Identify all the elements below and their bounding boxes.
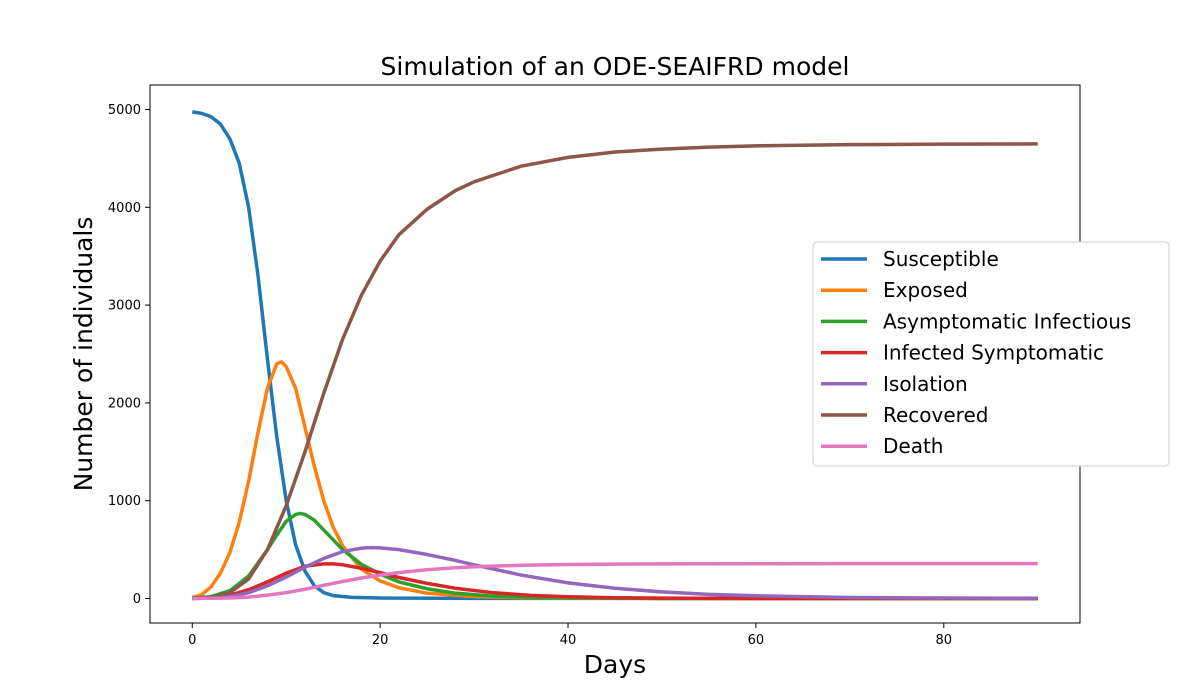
legend-box xyxy=(812,241,1170,467)
legend-label-1: Exposed xyxy=(883,278,968,302)
legend-label-2: Asymptomatic Infectious xyxy=(883,309,1131,333)
x-tick-label-0: 0 xyxy=(188,633,196,648)
y-tick-label-3: 3000 xyxy=(108,299,141,314)
legend-label-5: Recovered xyxy=(883,403,988,427)
legend-items: Susceptible Exposed Asymptomatic Infectiou… xyxy=(821,247,1131,458)
legend: Susceptible Exposed Asymptomatic Infectiou… xyxy=(812,241,1170,467)
legend-label-3: Infected Symptomatic xyxy=(883,341,1104,365)
series-line-4 xyxy=(192,545,1038,601)
x-axis-label: Days xyxy=(584,650,646,679)
chart-title: Simulation of an ODE-SEAIFRD model xyxy=(381,52,850,81)
y-tick-label-0: 0 xyxy=(133,592,141,607)
y-tick-label-1: 1000 xyxy=(108,494,141,509)
legend-label-6: Death xyxy=(883,434,943,458)
series-line-3 xyxy=(192,562,1038,601)
x-tick-label-4: 80 xyxy=(936,633,953,648)
y-tick-label-4: 4000 xyxy=(108,201,141,216)
x-axis-ticks: 0 20 40 60 80 xyxy=(188,623,952,648)
series-layer xyxy=(191,110,1038,601)
y-tick-label-2: 2000 xyxy=(108,396,141,411)
series-line-5 xyxy=(192,142,1038,601)
x-tick-label-3: 60 xyxy=(748,633,765,648)
legend-label-4: Isolation xyxy=(883,372,968,396)
x-tick-label-2: 40 xyxy=(560,633,577,648)
y-tick-label-5: 5000 xyxy=(108,103,141,118)
series-line-1 xyxy=(191,360,1038,601)
y-axis-label: Number of individuals xyxy=(69,217,98,492)
x-tick-label-1: 20 xyxy=(372,633,389,648)
y-axis-ticks: 0 1000 2000 3000 4000 5000 xyxy=(108,103,150,607)
series-line-6 xyxy=(192,561,1038,601)
legend-label-0: Susceptible xyxy=(883,247,999,271)
